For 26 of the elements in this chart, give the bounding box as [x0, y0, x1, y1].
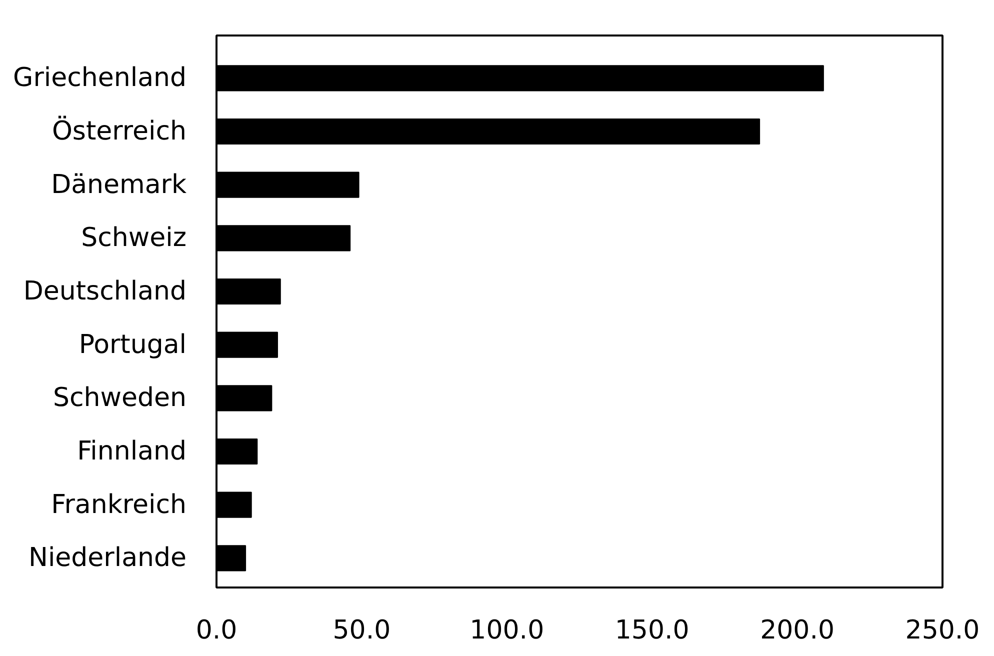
y-tick-label: Österreich — [52, 116, 186, 146]
x-tick-label: 0.0 — [196, 616, 238, 646]
bar — [216, 545, 246, 572]
bar — [216, 278, 281, 305]
bar — [216, 172, 360, 198]
x-tick-label: 150.0 — [614, 616, 690, 646]
y-tick-label: Dänemark — [51, 170, 187, 200]
x-tick-label: 100.0 — [470, 616, 544, 646]
bar — [216, 492, 252, 518]
bar — [216, 332, 278, 358]
y-tick-label: Schweden — [52, 383, 187, 414]
x-tick-label: 200.0 — [760, 616, 835, 646]
y-tick-label: Frankreich — [51, 490, 187, 520]
bar — [216, 385, 272, 412]
y-tick-label: Griechenland — [13, 63, 187, 94]
bar — [216, 225, 351, 252]
bar — [216, 438, 258, 465]
y-tick-label: Portugal — [78, 330, 187, 360]
y-tick-label: Niederlande — [28, 543, 187, 574]
x-tick-label: 250.0 — [905, 616, 980, 646]
y-tick-label: Schweiz — [81, 223, 187, 254]
y-tick-label: Finnland — [77, 436, 187, 466]
y-tick-label: Deutschland — [23, 276, 187, 306]
x-tick-label: 50.0 — [332, 616, 391, 646]
bar — [216, 65, 824, 92]
bar — [216, 118, 760, 145]
